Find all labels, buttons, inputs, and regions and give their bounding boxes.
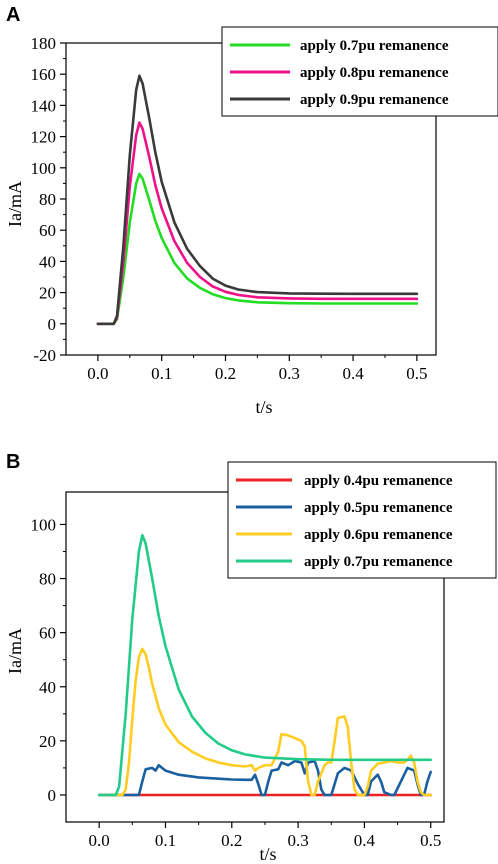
y-tick-label: 80 <box>39 570 56 589</box>
x-tick-label: 0.3 <box>279 364 300 383</box>
y-axis-title: Ia/mA <box>5 628 25 674</box>
legend-box <box>221 26 498 117</box>
series-line <box>96 121 419 326</box>
y-tick-label: 0 <box>48 315 57 334</box>
x-tick-label: 0.5 <box>420 831 441 850</box>
y-tick-label: 40 <box>39 678 56 697</box>
panel-label: B <box>6 451 20 473</box>
x-tick-label: 0.0 <box>89 831 110 850</box>
panel-label: A <box>6 4 20 26</box>
legend: apply 0.4pu remanence apply 0.5pu remanen… <box>227 461 497 579</box>
legend-label: apply 0.6pu remanence <box>304 527 453 543</box>
legend: apply 0.7pu remanence apply 0.8pu remanen… <box>221 26 498 117</box>
series-line <box>96 172 419 326</box>
x-tick-label: 0.4 <box>354 831 376 850</box>
x-tick-label: 0.2 <box>221 831 242 850</box>
y-tick-label: 20 <box>39 732 56 751</box>
x-axis-title: t/s <box>259 844 276 864</box>
series-line <box>96 74 419 326</box>
panel-a: A 0.0 0.1 0.2 0.3 0.4 0.5 -20 0 20 40 60 80 100 120 14… <box>5 4 498 417</box>
series-line <box>97 647 432 797</box>
y-tick-label: 60 <box>39 221 56 240</box>
y-tick-label: 100 <box>31 159 57 178</box>
x-axis-title: t/s <box>255 397 272 417</box>
y-tick-label: 140 <box>31 96 57 115</box>
y-tick-label: -20 <box>33 346 56 365</box>
x-tick-label: 0.1 <box>151 364 172 383</box>
x-tick-label: 0.1 <box>155 831 176 850</box>
y-tick-label: 20 <box>39 284 56 303</box>
legend-label: apply 0.8pu remanence <box>300 65 449 81</box>
x-tick-label: 0.5 <box>406 364 427 383</box>
legend-label: apply 0.9pu remanence <box>300 92 449 108</box>
y-tick-label: 0 <box>48 786 57 805</box>
series-line <box>97 534 432 797</box>
plot-area: 0.0 0.1 0.2 0.3 0.4 0.5 -20 0 20 40 60 80 100 120 140 1… <box>31 26 498 383</box>
y-tick-label: 100 <box>31 515 57 534</box>
x-tick-label: 0.3 <box>287 831 308 850</box>
legend-label: apply 0.7pu remanence <box>304 554 453 570</box>
legend-label: apply 0.5pu remanence <box>304 500 453 516</box>
y-tick-label: 180 <box>31 34 57 53</box>
plot-area: 0.0 0.1 0.2 0.3 0.4 0.5 0 20 40 60 80 100 apply 0.4p… <box>31 461 497 850</box>
legend-label: apply 0.4pu remanence <box>304 473 453 489</box>
x-tick-label: 0.2 <box>215 364 236 383</box>
panel-b: B 0.0 0.1 0.2 0.3 0.4 0.5 0 20 40 60 80 100 apply 0.… <box>5 451 497 864</box>
y-tick-label: 160 <box>31 65 57 84</box>
y-axis-title: Ia/mA <box>5 181 25 227</box>
series-line <box>97 759 432 797</box>
x-tick-label: 0.0 <box>87 364 108 383</box>
y-tick-label: 120 <box>31 128 57 147</box>
y-tick-label: 40 <box>39 252 56 271</box>
y-tick-label: 60 <box>39 624 56 643</box>
y-tick-label: 80 <box>39 190 56 209</box>
x-tick-label: 0.4 <box>342 364 364 383</box>
legend-label: apply 0.7pu remanence <box>300 38 449 54</box>
